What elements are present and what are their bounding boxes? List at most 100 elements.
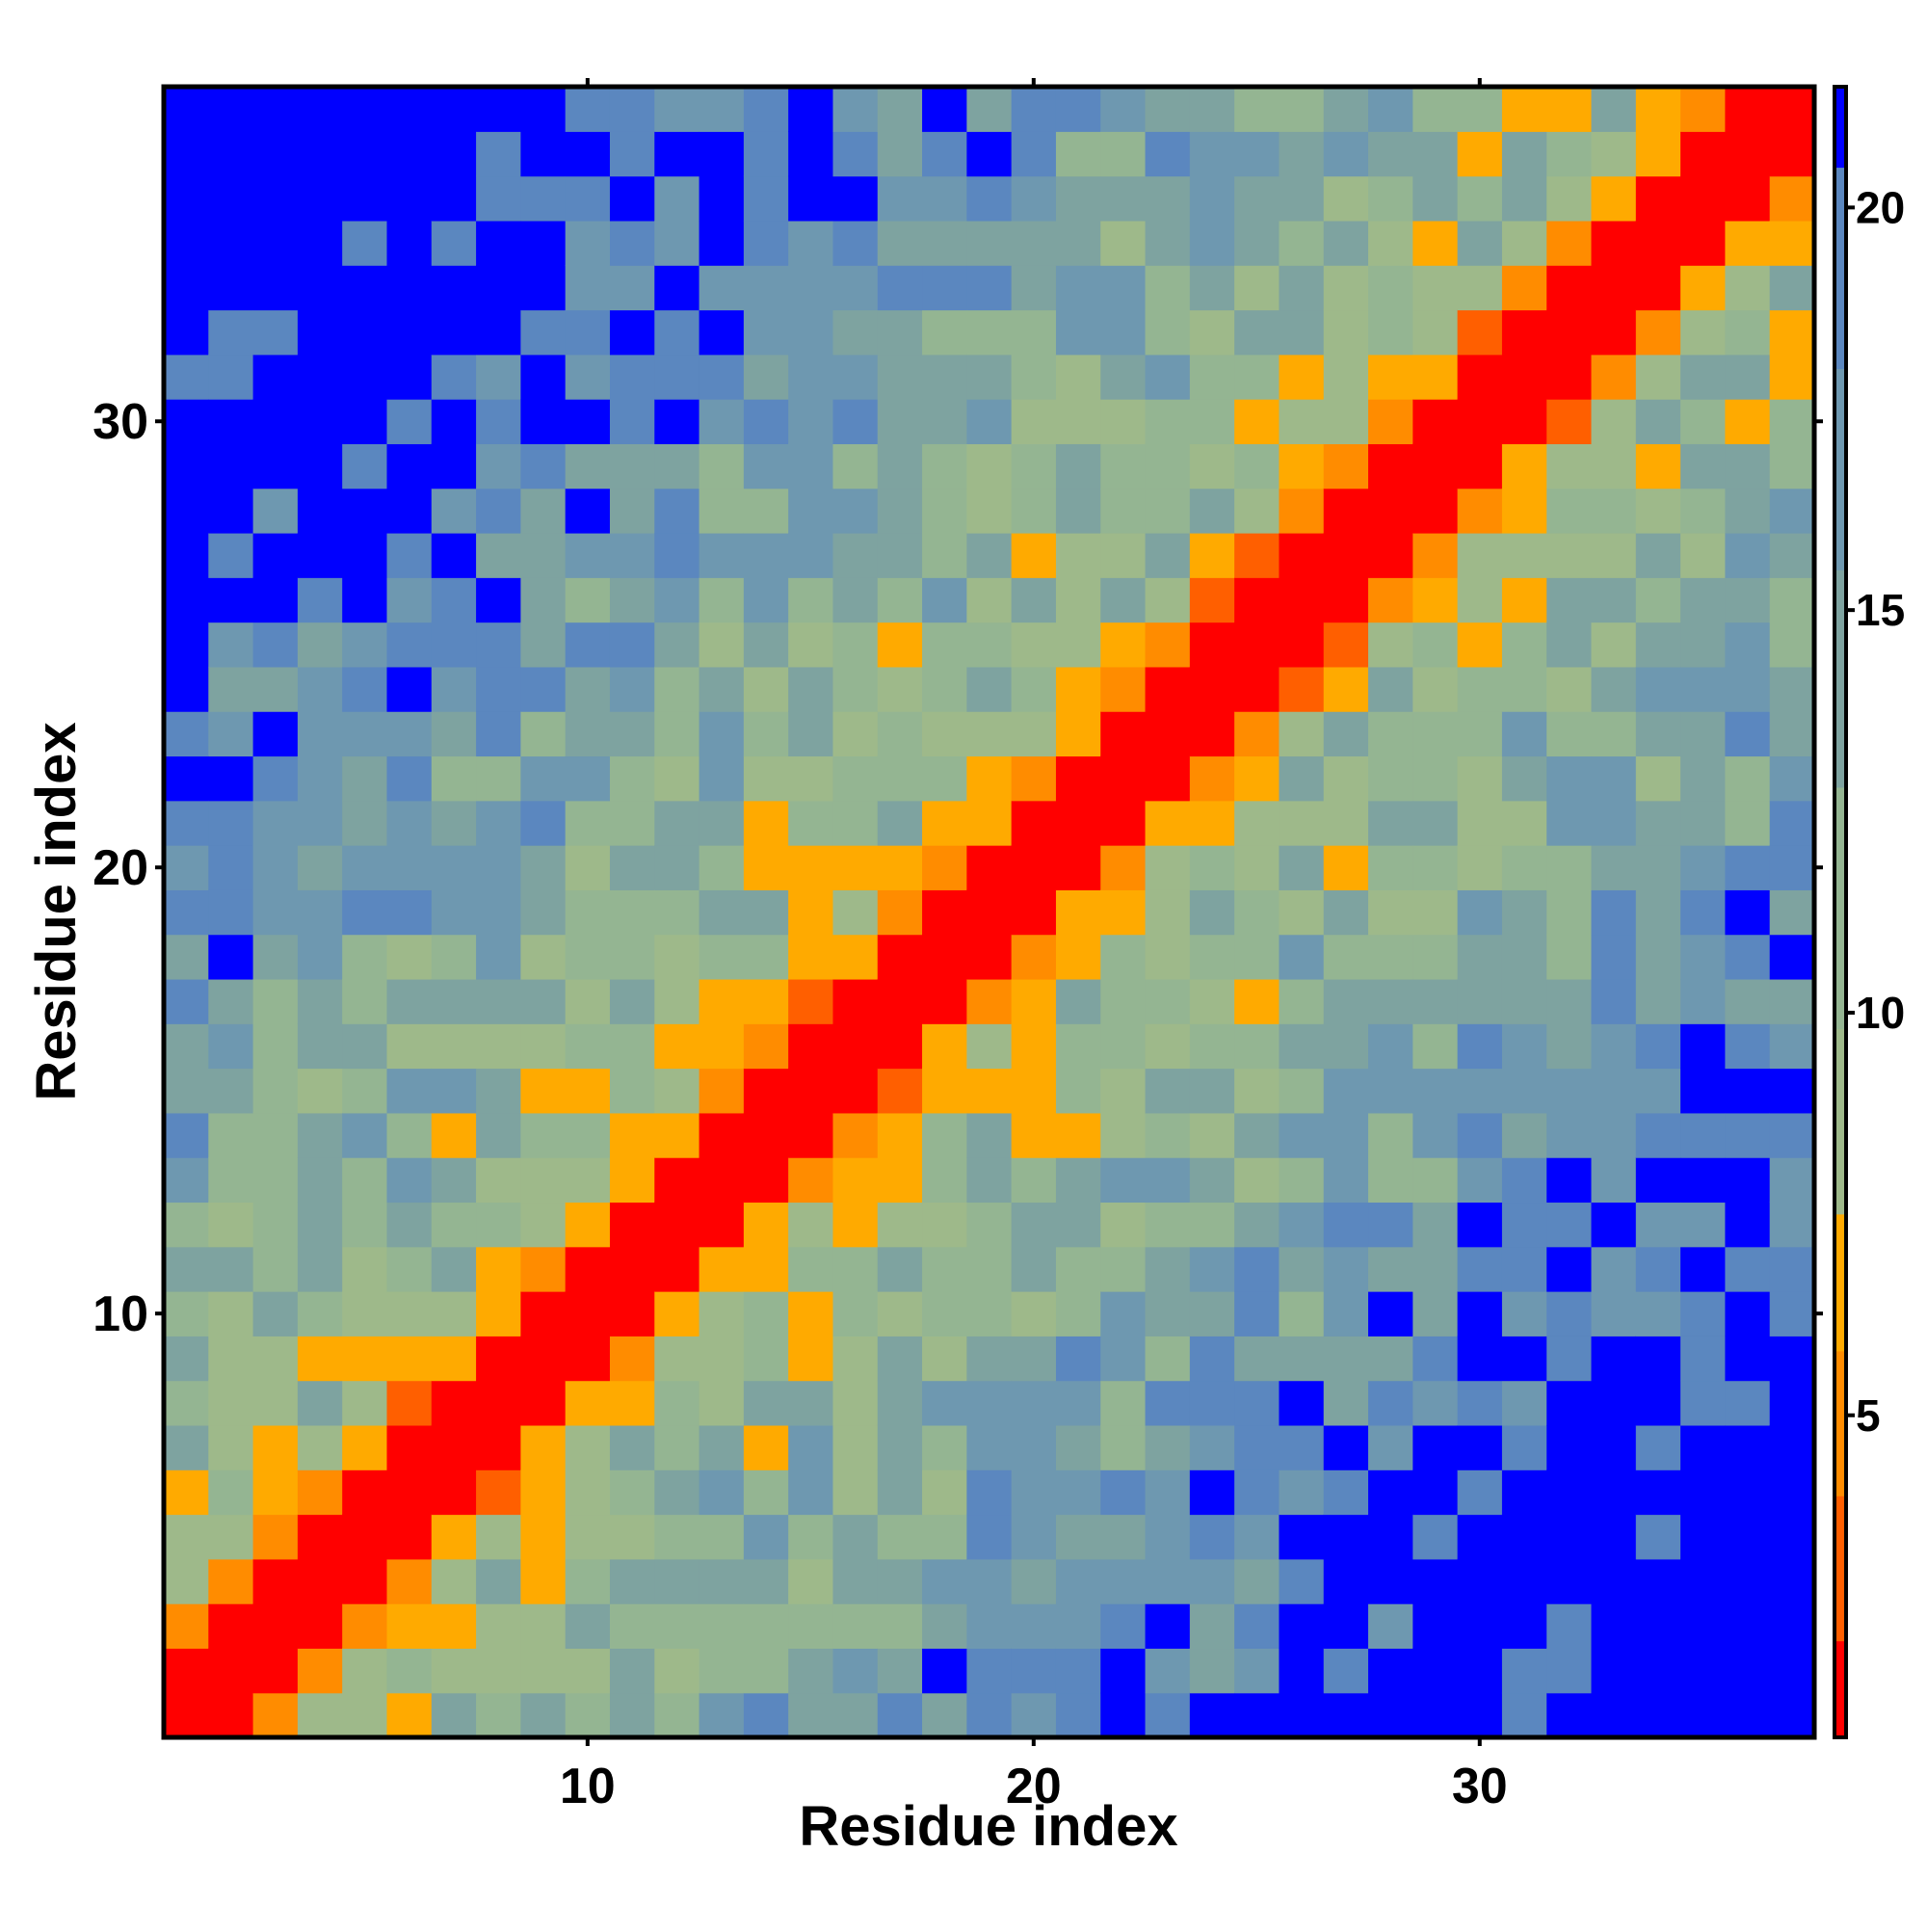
heatmap-cell [431,1291,477,1337]
heatmap-cell [476,309,521,356]
heatmap-cell [699,845,745,890]
heatmap-cell [1055,1648,1101,1694]
heatmap-cell [1055,1112,1101,1158]
heatmap-cell [1725,1692,1771,1738]
heatmap-cell [1189,265,1235,311]
heatmap-cell [1680,1603,1727,1650]
heatmap-cell [1011,934,1057,980]
heatmap-cell [1769,1068,1815,1114]
heatmap-cell [520,532,567,578]
heatmap-cell [164,131,209,177]
heatmap-cell [743,577,789,623]
heatmap-cell [699,1023,745,1070]
heatmap-cell [1323,1558,1369,1604]
heatmap-cell [1368,309,1413,356]
heatmap-cell [609,1648,655,1694]
heatmap-cell [1011,1246,1057,1292]
heatmap-cell [565,711,611,757]
x-axis-ticks: 10 20 30 [560,78,1508,1814]
heatmap-cell [1501,1202,1547,1248]
heatmap-cell [832,889,879,936]
heatmap-cell [1055,800,1101,846]
heatmap-cell [1323,1469,1369,1516]
heatmap-cell [1279,577,1325,623]
heatmap-cell [1145,1068,1191,1114]
heatmap-cell [788,532,834,578]
heatmap-cell [342,978,388,1024]
heatmap-cell [1234,845,1280,890]
heatmap-cell [1546,666,1593,712]
heatmap-cell [1635,800,1681,846]
heatmap-cell [966,175,1013,222]
heatmap-cell [386,1514,433,1560]
heatmap-cell [565,755,611,802]
heatmap-cell [208,800,254,846]
heatmap-cell [966,1514,1013,1560]
heatmap-cell [788,399,834,444]
heatmap-cell [1011,845,1057,890]
heatmap-cell [1680,1068,1727,1114]
heatmap-cell [297,1202,343,1248]
heatmap-cell [1011,1112,1057,1158]
heatmap-cell [565,265,611,311]
colorbar-segment [1835,1213,1846,1352]
heatmap-cell [966,1424,1013,1470]
colorbar-segment [1835,368,1846,570]
heatmap-cell [832,220,879,266]
heatmap-cell [1725,845,1771,890]
heatmap-cell [1457,1023,1503,1070]
heatmap-cell [297,845,343,890]
heatmap-cell [1279,1514,1325,1560]
heatmap-cell [164,666,209,712]
heatmap-cell [1412,1424,1459,1470]
heatmap-cell [1145,1202,1191,1248]
heatmap-cell [1769,220,1815,266]
heatmap-cell [1769,1336,1815,1382]
heatmap-cell [208,666,254,712]
heatmap-cell [1591,220,1637,266]
heatmap-cell [208,220,254,266]
heatmap-cell [1055,1157,1101,1204]
heatmap-cell [1055,131,1101,177]
heatmap-cell [297,800,343,846]
heatmap-cell [297,1112,343,1158]
heatmap-cell [832,1336,879,1382]
heatmap-cell [476,800,521,846]
heatmap-cell [1680,1514,1727,1560]
heatmap-cell [1323,532,1369,578]
heatmap-cell [1189,889,1235,936]
heatmap-cell [297,220,343,266]
heatmap-cell [297,1023,343,1070]
heatmap-cell [1412,220,1459,266]
heatmap-cell [565,131,611,177]
heatmap-cell [1323,443,1369,490]
heatmap-cell [609,1692,655,1738]
heatmap-cell [1100,354,1147,400]
heatmap-cell [431,1558,477,1604]
heatmap-cell [1055,622,1101,668]
heatmap-cell [1635,1246,1681,1292]
heatmap-cell [1323,800,1369,846]
heatmap-cell [654,666,700,712]
heatmap-cell [832,1603,879,1650]
heatmap-cell [1011,131,1057,177]
heatmap-cell [476,1023,521,1070]
heatmap-cell [1189,622,1235,668]
heatmap-cell [386,1380,433,1426]
heatmap-cell [1546,488,1593,534]
heatmap-cell [1546,309,1593,356]
heatmap-cell [386,488,433,534]
heatmap-cell [1412,1157,1459,1204]
heatmap-cell [699,1469,745,1516]
heatmap-cell [164,1469,209,1516]
heatmap-cell [743,666,789,712]
heatmap-cell [520,1514,567,1560]
heatmap-cell [1234,1336,1280,1382]
heatmap-cell [743,1112,789,1158]
heatmap-cell [1501,1424,1547,1470]
heatmap-cell [1546,711,1593,757]
heatmap-cell [743,220,789,266]
heatmap-cell [1769,755,1815,802]
heatmap-cell [386,1424,433,1470]
heatmap-cell [252,711,299,757]
